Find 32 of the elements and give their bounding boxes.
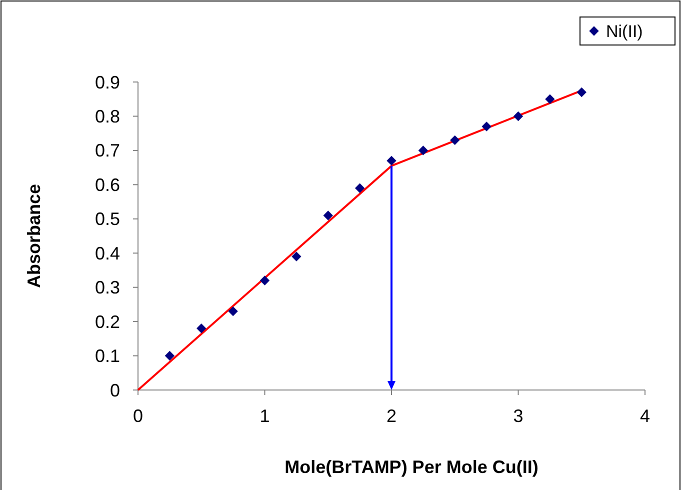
x-tick-label: 2 [386,406,397,426]
y-tick-label: 0.8 [94,106,120,127]
point [576,87,586,98]
y-tick-label: 0.2 [94,312,120,332]
point [386,156,396,166]
point [196,324,206,334]
y-axis-title: Absorbance [24,184,44,288]
point [323,210,333,220]
legend-label: Ni(II) [606,22,643,41]
y-tick-label: 0.7 [94,140,120,161]
point [354,183,365,193]
y-tick-label: 0.5 [94,209,120,230]
point [450,135,460,146]
point [482,122,492,132]
y-tick-label: 0.4 [94,243,120,264]
point [545,94,555,104]
point [292,252,302,262]
point [418,146,428,156]
y-tick-label: 0.9 [94,72,120,92]
point [513,111,524,122]
x-tick-label: 0 [132,406,144,426]
y-tick-label: 0 [110,380,120,400]
x-tick-label: 1 [260,406,270,426]
point [260,276,270,286]
point [164,350,175,361]
y-tick-label: 0.6 [94,174,120,195]
x-tick-label: 3 [513,406,524,426]
y-tick-label: 0.1 [94,346,120,366]
y-tick-label: 0.3 [94,278,120,298]
x-axis-title: Mole(BrTAMP) Per Mole Cu(II) [284,457,538,477]
x-tick-label: 4 [640,406,650,426]
point [228,306,238,316]
